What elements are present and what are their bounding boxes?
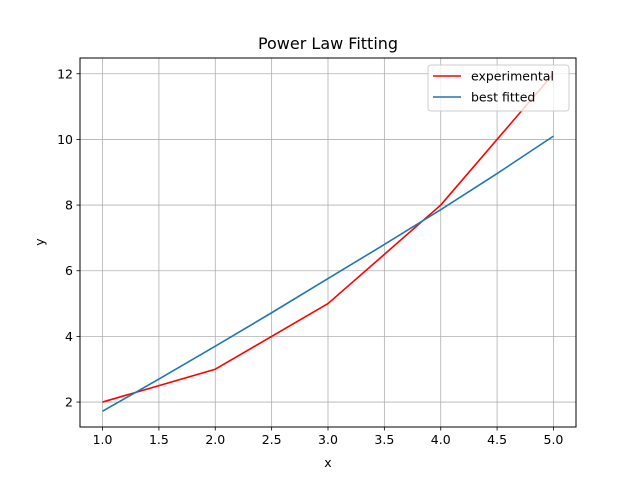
x-axis-ticks: 1.0 1.5 2.0 2.5 3.0 3.5 4.0 4.5 5.0: [93, 427, 564, 447]
y-tick-label: 8: [65, 198, 73, 213]
series-line-experimental: [102, 73, 555, 403]
grid: [80, 58, 576, 427]
x-tick-label: 2.5: [262, 432, 282, 447]
legend-box: [427, 64, 570, 112]
y-axis-label: y: [32, 238, 47, 246]
legend: experimental best fitted: [427, 64, 570, 112]
y-axis-ticks: 2 4 6 8 10 12: [57, 66, 80, 410]
legend-label: best fitted: [471, 90, 535, 105]
chart-title: Power Law Fitting: [258, 34, 398, 53]
x-tick-label: 4.0: [431, 432, 451, 447]
y-tick-label: 12: [57, 66, 73, 81]
y-tick-label: 2: [65, 395, 73, 410]
series-line-best-fitted: [102, 135, 554, 412]
y-tick-label: 4: [65, 329, 73, 344]
x-tick-label: 2.0: [205, 432, 225, 447]
x-tick-label: 1.0: [93, 432, 113, 447]
x-tick-label: 1.5: [149, 432, 169, 447]
legend-label: experimental: [471, 69, 554, 84]
x-tick-label: 5.0: [544, 432, 564, 447]
y-tick-label: 10: [57, 132, 73, 147]
x-axis-label: x: [324, 455, 331, 470]
y-tick-label: 6: [65, 263, 73, 278]
x-tick-label: 4.5: [487, 432, 507, 447]
x-tick-label: 3.0: [318, 432, 338, 447]
x-tick-label: 3.5: [374, 432, 394, 447]
series-lines: [102, 73, 555, 412]
